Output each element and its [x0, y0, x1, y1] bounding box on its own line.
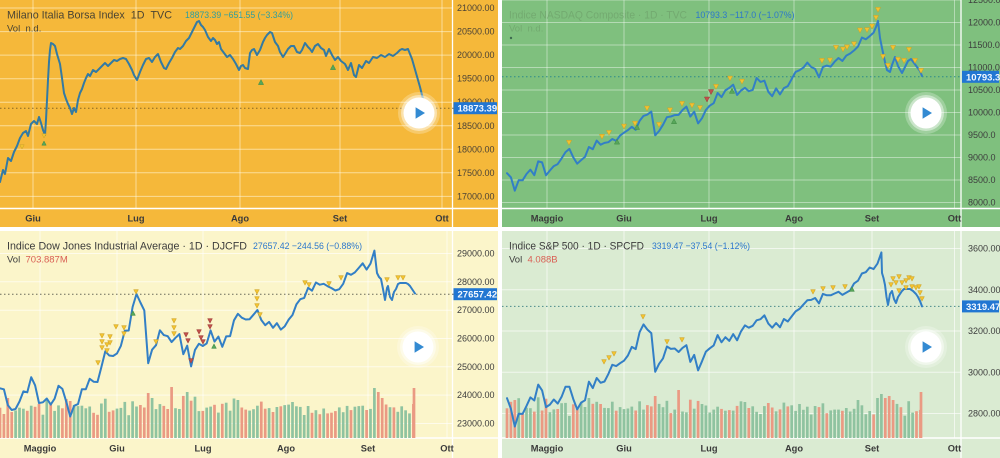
svg-text:9500.0: 9500.0 [968, 130, 996, 140]
svg-text:27000.00: 27000.00 [457, 305, 495, 315]
svg-text:Lug: Lug [700, 214, 717, 224]
svg-text:Indice Dow Jones Industrial Av: Indice Dow Jones Industrial Average · 1D… [7, 241, 247, 253]
svg-text:25000.00: 25000.00 [457, 362, 495, 372]
svg-text:Vol n.d.: Vol n.d. [7, 24, 41, 35]
svg-text:26000.00: 26000.00 [457, 334, 495, 344]
svg-text:20000.00: 20000.00 [457, 50, 495, 60]
svg-text:Ott: Ott [948, 214, 961, 224]
svg-text:Lug: Lug [127, 214, 144, 224]
svg-text:3600.00: 3600.00 [968, 244, 1000, 254]
svg-text:Giu: Giu [109, 444, 125, 454]
svg-text:28000.00: 28000.00 [457, 277, 495, 287]
svg-text:10000.0: 10000.0 [968, 108, 1000, 118]
svg-text:Ott: Ott [948, 444, 961, 454]
svg-text:8000.0: 8000.0 [968, 198, 996, 208]
svg-text:Ago: Ago [785, 214, 803, 224]
svg-text:Lug: Lug [700, 444, 717, 454]
svg-text:3319.47: 3319.47 [966, 302, 1000, 313]
svg-text:Indice S&P 500 · 1D · SPCFD: Indice S&P 500 · 1D · SPCFD [509, 241, 644, 253]
svg-text:27657.42: 27657.42 [458, 290, 498, 301]
svg-text:17000.00: 17000.00 [457, 191, 495, 201]
svg-text:29000.00: 29000.00 [457, 249, 495, 259]
svg-text:Indice NASDAQ Composite · 1D ·: Indice NASDAQ Composite · 1D · TVC [509, 10, 687, 22]
svg-text:18873.39: 18873.39 [458, 104, 498, 115]
svg-text:19500.00: 19500.00 [457, 74, 495, 84]
svg-text:3200.00: 3200.00 [968, 326, 1000, 336]
svg-text:Maggio: Maggio [531, 214, 564, 224]
svg-text:11000.0: 11000.0 [968, 63, 1000, 73]
svg-text:Lug: Lug [194, 444, 211, 454]
svg-text:Ott: Ott [435, 214, 448, 224]
svg-text:12500.0: 12500.0 [968, 0, 1000, 5]
svg-text:10793.3: 10793.3 [966, 72, 1000, 83]
svg-text:Vol 4.088B: Vol 4.088B [509, 255, 558, 266]
svg-text:18500.00: 18500.00 [457, 121, 495, 131]
svg-text:10793.3 −117.0 (−1.07%): 10793.3 −117.0 (−1.07%) [696, 10, 795, 21]
svg-text:12000.0: 12000.0 [968, 18, 1000, 28]
svg-text:Set: Set [865, 444, 879, 454]
svg-text:21000.00: 21000.00 [457, 3, 495, 13]
svg-text:9000.0: 9000.0 [968, 153, 996, 163]
svg-text:24000.00: 24000.00 [457, 390, 495, 400]
svg-text:Vol n.d.: Vol n.d. [509, 24, 543, 35]
svg-text:3000.00: 3000.00 [968, 367, 1000, 377]
svg-text:27657.42 −244.56 (−0.88%): 27657.42 −244.56 (−0.88%) [253, 241, 362, 252]
svg-text:2800.00: 2800.00 [968, 409, 1000, 419]
svg-text:17500.00: 17500.00 [457, 168, 495, 178]
svg-text:20500.00: 20500.00 [457, 27, 495, 37]
svg-text:Set: Set [361, 444, 375, 454]
svg-text:18873.39 −651.55 (−3.34%): 18873.39 −651.55 (−3.34%) [185, 10, 293, 21]
svg-text:23000.00: 23000.00 [457, 419, 495, 429]
svg-text:10500.0: 10500.0 [968, 85, 1000, 95]
svg-text:Ago: Ago [231, 214, 249, 224]
svg-text:Ago: Ago [277, 444, 295, 454]
svg-text:Ago: Ago [785, 444, 803, 454]
svg-text:18000.00: 18000.00 [457, 144, 495, 154]
svg-text:Giu: Giu [25, 214, 41, 224]
svg-text:Giu: Giu [616, 214, 632, 224]
svg-text:Maggio: Maggio [24, 444, 57, 454]
svg-text:11500.0: 11500.0 [968, 40, 1000, 50]
svg-text:Ott: Ott [440, 444, 453, 454]
svg-text:Vol 703.887M: Vol 703.887M [7, 255, 68, 266]
svg-text:3400.00: 3400.00 [968, 285, 1000, 295]
svg-text:Giu: Giu [616, 444, 632, 454]
svg-text:Set: Set [865, 214, 879, 224]
svg-text:8500.0: 8500.0 [968, 175, 996, 185]
svg-text:Set: Set [333, 214, 347, 224]
svg-text:3319.47 −37.54 (−1.12%): 3319.47 −37.54 (−1.12%) [652, 241, 750, 252]
svg-text:Milano Italia Borsa Index 1D: Milano Italia Borsa Index 1D TVC [7, 10, 172, 22]
svg-text:Maggio: Maggio [531, 444, 564, 454]
